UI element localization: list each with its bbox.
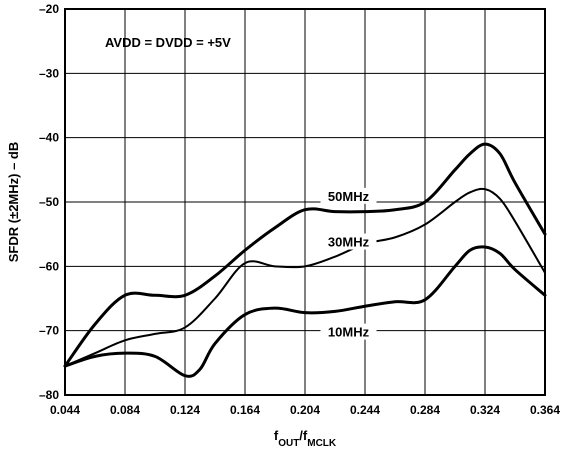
series-line-30mhz [64, 187, 546, 368]
x-tick-label: 0.244 [350, 403, 380, 417]
y-tick-label: –40 [39, 131, 59, 145]
x-tick-labels: 0.044 0.084 0.124 0.164 0.204 0.244 0.284 0.324… [50, 403, 560, 417]
series-label-30mhz: 30MHz [328, 235, 370, 250]
series-label-bg [320, 187, 377, 204]
x-tick-label: 0.124 [170, 403, 200, 417]
series-line-50mhz [63, 142, 547, 368]
series-labels: 50MHz 30MHz 10MHz [320, 187, 377, 340]
y-tick-labels: –20 –30 –40 –50 –60 –70 –80 [39, 2, 59, 402]
series-label-50mhz: 50MHz [328, 189, 370, 204]
x-tick-label: 0.044 [50, 403, 80, 417]
series-label-bg [320, 233, 377, 250]
x-tick-label: 0.324 [470, 403, 500, 417]
x-tick-label: 0.084 [110, 403, 140, 417]
x-axis-title-f: f [274, 428, 279, 443]
x-tick-label: 0.204 [290, 403, 320, 417]
x-tick-label: 0.364 [530, 403, 560, 417]
y-tick-label: –70 [39, 324, 59, 338]
x-axis-title: fOUT/fMCLK [274, 428, 337, 449]
x-axis-title-sub-mclk: MCLK [307, 438, 337, 449]
y-tick-label: –20 [39, 2, 59, 16]
series-label-bg [320, 323, 377, 340]
y-tick-label: –50 [39, 195, 59, 209]
condition-annotation: AVDD = DVDD = +5V [105, 35, 231, 50]
x-tick-label: 0.284 [410, 403, 440, 417]
y-tick-label: –30 [39, 66, 59, 80]
series-line-10mhz [63, 245, 547, 378]
y-axis-title: SFDR (±2MHz) – dB [6, 142, 21, 263]
data-curves [63, 142, 547, 378]
y-tick-label: –80 [39, 388, 59, 402]
plot-frame [64, 8, 546, 396]
x-axis-title-sub-out: OUT [278, 438, 299, 449]
series-label-10mhz: 10MHz [328, 325, 370, 340]
x-tick-label: 0.164 [230, 403, 260, 417]
x-axis-title-slash-f: /f [299, 428, 308, 443]
y-tick-label: –60 [39, 259, 59, 273]
